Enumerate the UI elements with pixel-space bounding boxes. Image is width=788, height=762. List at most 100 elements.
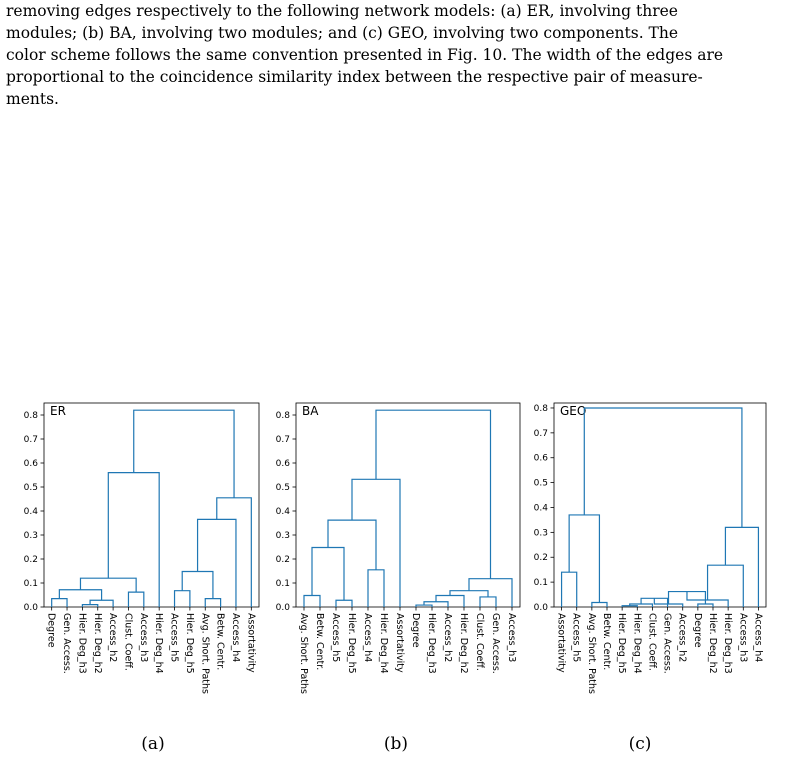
axes-frame [295,402,521,608]
dendrogram-link [706,564,744,607]
dendrogram-link [181,570,214,599]
dendrogram-link [51,598,68,607]
leaf-label: Betw. Centr. [314,613,325,670]
y-tick-label: 0.5 [24,483,38,493]
y-tick-label: 0.0 [276,603,291,613]
dendrogram-er: 0.0 0.1 0.2 0.3 0.4 0.5 0.6 0.7 0.8 ER Degree Gen. … [24,402,260,694]
y-tick-label: 0.6 [24,459,39,469]
leaf-label: Access_h5 [169,613,180,662]
leaf-label: Access_h2 [677,613,688,662]
y-tick-label: 0.2 [24,555,38,565]
leaf-label: Hier. Deg_h4 [153,613,164,674]
dendrogram-panel-er: 0.0 0.1 0.2 0.3 0.4 0.5 0.6 0.7 0.8 ER Degree Gen. … [0,395,262,730]
leaf-label: Access_h4 [362,613,373,662]
dendrogram-link [303,594,321,607]
dendrogram-link [196,518,237,607]
y-tick-label: 0.0 [534,603,549,613]
dendrogram-link [335,599,353,607]
y-tick-label: 0.7 [24,435,38,445]
dendrogram-link [89,599,114,607]
leaf-label: Avg. Short. Paths [199,613,210,694]
dendrogram-link [468,578,513,607]
dendrogram-link [583,407,743,528]
y-tick-label: 0.3 [534,528,548,538]
dendrogram-link [686,591,729,607]
leaf-label: Hier. Deg_h2 [707,613,718,674]
leaf-label: Hier. Deg_h4 [631,613,642,674]
caption-line: modules; (b) BA, involving two modules; … [6,24,679,42]
leaf-label: Hier. Deg_h4 [378,613,389,674]
y-tick-label: 0.7 [276,435,290,445]
leaf-label: Gen. Access. [490,613,501,674]
panel-label-a: (a) [141,734,165,754]
panel-title: ER [50,404,66,418]
leaf-label: Hier. Deg_h3 [722,613,733,674]
dendrogram-link [173,590,191,607]
dendrogram-link [79,577,137,593]
y-tick-label: 0.7 [534,429,548,439]
leaf-label: Degree [692,613,703,648]
leaf-label: Betw. Centr. [215,613,226,670]
leaf-label: Assortativity [556,613,567,673]
dendrogram-ba: 0.0 0.1 0.2 0.3 0.4 0.5 0.6 0.7 0.8 BA Avg. Short.… [276,402,521,694]
y-tick-label: 0.4 [24,507,39,517]
dendrogram-link [640,597,669,607]
dendrogram-link [629,603,654,607]
y-tick-label: 0.3 [276,531,290,541]
dendrogram-geo: 0.0 0.1 0.2 0.3 0.4 0.5 0.6 0.7 0.8 GEO Assortativ… [534,402,767,694]
dendrogram-link [375,409,492,579]
leaf-label: Access_h3 [506,613,517,662]
dendrogram-panel-geo: 0.0 0.1 0.2 0.3 0.4 0.5 0.6 0.7 0.8 GEO Assortativ… [522,395,782,730]
leaf-label: Clust. Coeff. [122,613,133,671]
dendrogram-link [327,519,377,570]
leaf-label: Degree [46,613,57,648]
y-tick-label: 0.1 [276,579,290,589]
leaf-label: Clust. Coeff. [474,613,485,671]
y-tick-label: 0.2 [276,555,290,565]
leaf-label: Access_h3 [737,613,748,662]
y-tick-label: 0.4 [276,507,291,517]
y-tick-label: 0.1 [534,578,548,588]
axes-frame [553,402,767,608]
leaf-label: Access_h2 [442,613,453,662]
caption-line: removing edges respectively to the follo… [6,2,678,20]
dendrogram-link [311,546,345,601]
axes-frame [43,402,260,608]
panel-label-b: (b) [383,734,409,754]
dendrogram-link [591,601,608,607]
leaf-label: Assortativity [394,613,405,673]
leaf-label: Hier. Deg_h3 [76,613,87,674]
dendrogram-link [423,601,449,607]
leaf-label: Clust. Coeff. [646,613,657,671]
y-tick-label: 0.2 [534,553,548,563]
dendrogram-link [415,604,433,607]
dendrogram-link [724,526,760,607]
y-tick-label: 0.3 [24,531,38,541]
y-tick-label: 0.6 [276,459,291,469]
leaf-label: Hier. Deg_h2 [458,613,469,674]
leaf-label: Hier. Deg_h5 [616,613,627,674]
y-tick-label: 0.5 [534,479,548,489]
leaf-label: Hier. Deg_h3 [426,613,437,674]
caption-line: color scheme follows the same convention… [6,46,724,64]
dendrogram-link [653,598,684,607]
y-tick-label: 0.5 [276,483,290,493]
leaf-label: Avg. Short. Paths [298,613,309,694]
leaf-label: Gen. Access. [61,613,72,674]
leaf-label: Access_h4 [752,613,763,662]
dendrogram-link [127,591,145,607]
leaf-label: Avg. Short. Paths [586,613,597,694]
dendrogram-link [479,596,497,607]
dendrogram-link [367,569,385,607]
leaf-label: Gen. Access. [662,613,673,674]
y-tick-label: 0.0 [24,603,39,613]
leaf-label: Access_h3 [138,613,149,662]
y-tick-label: 0.8 [24,411,39,421]
dendrogram-link [697,603,714,607]
y-tick-label: 0.6 [534,454,549,464]
y-tick-label: 0.4 [534,503,549,513]
leaf-label: Access_h5 [571,613,582,662]
panel-title: BA [302,404,319,418]
dendrogram-link [133,409,235,498]
y-tick-label: 0.8 [534,404,549,414]
